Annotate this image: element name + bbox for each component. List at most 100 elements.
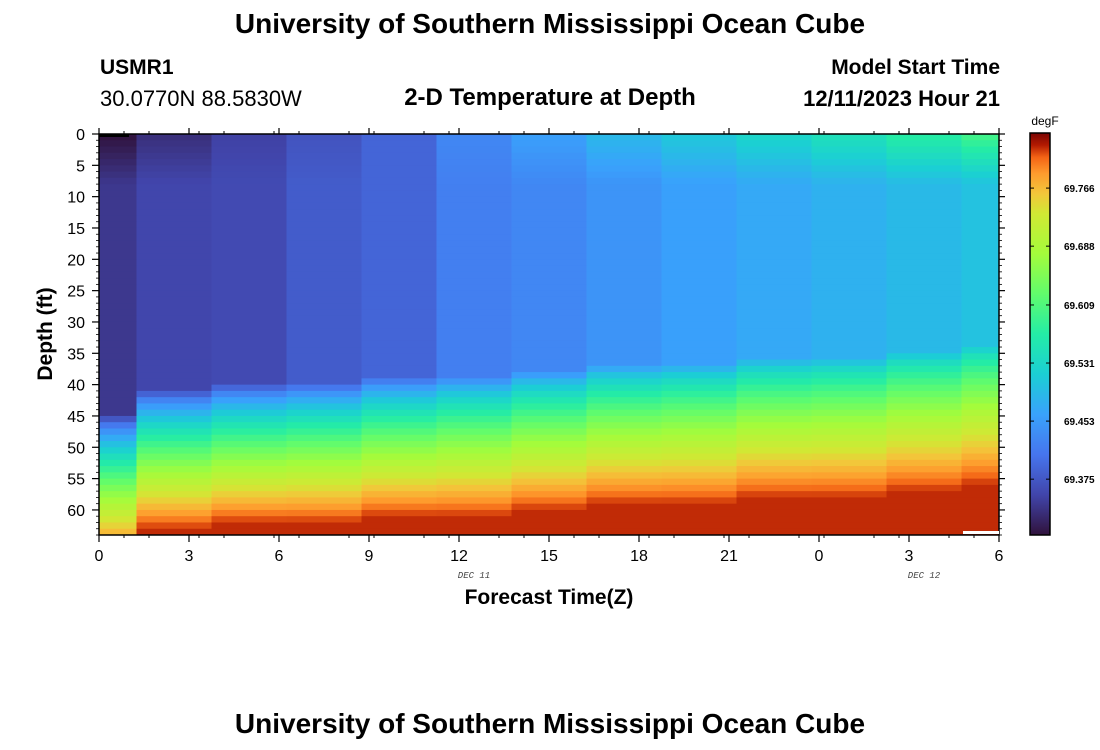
heatmap-cell	[286, 265, 362, 273]
heatmap-cell	[886, 415, 962, 423]
heatmap-cell	[811, 528, 887, 536]
heatmap-cell	[136, 303, 212, 310]
heatmap-cell	[136, 246, 212, 254]
heatmap-cell	[811, 497, 887, 505]
heatmap-cell	[511, 459, 587, 467]
heatmap-cell	[211, 290, 287, 298]
heatmap-cell	[286, 359, 362, 367]
heatmap-cell	[286, 397, 362, 404]
heatmap-cell	[211, 378, 287, 386]
heatmap-cell	[286, 303, 362, 310]
heatmap-cell	[736, 466, 812, 473]
y-tick-label: 45	[67, 409, 85, 426]
colorbar-tick-label: 69.766	[1064, 184, 1095, 195]
heatmap-cell	[211, 177, 287, 185]
heatmap-cell	[811, 271, 887, 279]
heatmap-cell	[586, 397, 662, 404]
heatmap-cell	[511, 453, 587, 461]
heatmap-cell	[661, 177, 737, 185]
heatmap-cell	[886, 215, 962, 223]
date-label: DEC 11	[458, 571, 490, 581]
heatmap-cell	[886, 403, 962, 411]
heatmap-cell	[661, 340, 737, 348]
heatmap-cell	[586, 428, 662, 436]
heatmap-cell	[436, 177, 512, 185]
heatmap-cell	[886, 390, 962, 398]
heatmap-cell	[811, 190, 887, 198]
heatmap-cell	[436, 253, 512, 260]
heatmap-cell	[436, 196, 512, 204]
heatmap-cell	[361, 321, 437, 329]
heatmap-cell	[361, 434, 437, 442]
heatmap-cell	[961, 403, 1000, 411]
heatmap-cell	[211, 434, 287, 442]
heatmap-cell	[961, 227, 1000, 235]
heatmap-cell	[361, 165, 437, 173]
heatmap-cell	[99, 434, 137, 442]
heatmap-cell	[736, 522, 812, 530]
heatmap-cell	[211, 227, 287, 235]
heatmap-cell	[436, 271, 512, 279]
heatmap-cell	[586, 497, 662, 505]
heatmap-cell	[811, 472, 887, 480]
heatmap-cell	[211, 259, 287, 267]
heatmap-cell	[361, 221, 437, 229]
heatmap-cell	[886, 227, 962, 235]
heatmap-cell	[99, 497, 137, 505]
heatmap-cell	[511, 353, 587, 361]
heatmap-cell	[886, 202, 962, 210]
heatmap-cell	[586, 334, 662, 342]
heatmap-cell	[811, 259, 887, 267]
heatmap-cell	[661, 353, 737, 361]
heatmap-cell	[586, 347, 662, 354]
heatmap-cell	[286, 140, 362, 148]
x-tick-label: 9	[365, 548, 374, 565]
heatmap-cell	[586, 190, 662, 198]
surface-marker	[99, 134, 129, 137]
heatmap-cell	[99, 265, 137, 273]
heatmap-cell	[811, 428, 887, 436]
heatmap-cell	[136, 503, 212, 511]
heatmap-cell	[961, 146, 1000, 154]
heatmap-cell	[286, 347, 362, 354]
heatmap-cell	[886, 296, 962, 304]
heatmap-cell	[361, 384, 437, 392]
heatmap-cell	[99, 453, 137, 461]
heatmap-cell	[886, 271, 962, 279]
heatmap-cell	[436, 365, 512, 373]
heatmap-cell	[886, 347, 962, 354]
heatmap-cell	[99, 227, 137, 235]
heatmap-cell	[661, 484, 737, 492]
heatmap-cell	[286, 234, 362, 242]
heatmap-cell	[436, 422, 512, 429]
heatmap-cell	[211, 466, 287, 473]
heatmap-cell	[511, 415, 587, 423]
model-start-value: 12/11/2023 Hour 21	[803, 86, 1000, 111]
heatmap-cell	[136, 472, 212, 480]
heatmap-cell	[436, 246, 512, 254]
heatmap-cell	[136, 459, 212, 467]
heatmap-cell	[361, 447, 437, 455]
heatmap-cell	[661, 152, 737, 160]
heatmap-cell	[886, 303, 962, 310]
heatmap-cell	[961, 397, 1000, 404]
heatmap-cell	[286, 422, 362, 429]
heatmap-cell	[99, 165, 137, 173]
heatmap-cell	[136, 234, 212, 242]
heatmap-cell	[511, 278, 587, 285]
heatmap-cell	[961, 159, 1000, 166]
heatmap-cell	[211, 415, 287, 423]
heatmap-cell	[811, 221, 887, 229]
heatmap-cell	[211, 278, 287, 285]
heatmap-cell	[99, 478, 137, 486]
heatmap-cell	[136, 528, 212, 536]
y-tick-label: 40	[67, 378, 85, 395]
heatmap-cell	[886, 491, 962, 498]
heatmap-cell	[286, 334, 362, 342]
heatmap-cell	[511, 303, 587, 310]
heatmap-cell	[136, 466, 212, 473]
heatmap-cell	[436, 146, 512, 154]
heatmap-cell	[961, 453, 1000, 461]
heatmap-cell	[661, 165, 737, 173]
